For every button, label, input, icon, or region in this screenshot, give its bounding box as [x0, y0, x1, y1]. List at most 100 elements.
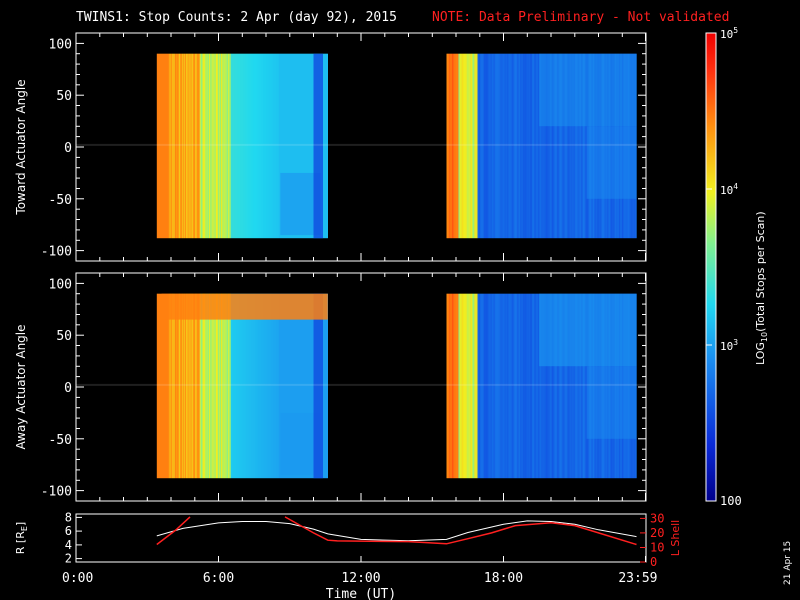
- heatmap-column: [193, 293, 195, 479]
- heatmap-column: [229, 53, 231, 239]
- heatmap-column: [191, 53, 193, 239]
- heatmap-column: [527, 293, 529, 479]
- heatmap-column: [560, 53, 562, 239]
- heatmap-column: [269, 293, 271, 479]
- heatmap-column: [506, 53, 508, 239]
- heatmap-column: [184, 293, 186, 479]
- heatmap-column: [461, 53, 463, 239]
- heatmap-column: [165, 293, 167, 479]
- heatmap-column: [230, 293, 232, 479]
- heatmap-column: [247, 293, 249, 479]
- heatmap-column: [292, 293, 294, 479]
- heatmap-column: [271, 293, 273, 479]
- y-tick-label: -100: [41, 485, 72, 500]
- heatmap-column: [326, 293, 328, 479]
- heatmap-column: [562, 53, 564, 239]
- heatmap-column: [272, 53, 274, 239]
- heatmap-column: [583, 293, 585, 479]
- chart-title: TWINS1: Stop Counts: 2 Apr (day 92), 201…: [76, 10, 397, 25]
- heatmap-column: [499, 53, 501, 239]
- heatmap-column: [463, 293, 465, 479]
- heatmap-column: [557, 53, 559, 239]
- heatmap-column: [262, 53, 264, 239]
- heatmap-column: [582, 293, 584, 479]
- heatmap-column: [518, 293, 520, 479]
- heatmap-column: [163, 293, 165, 479]
- heatmap-column: [524, 293, 526, 479]
- heatmap-column: [480, 53, 482, 239]
- heatmap-column: [452, 293, 454, 479]
- colorbar-tick-label: 105: [720, 26, 738, 41]
- heatmap-column: [564, 53, 566, 239]
- heatmap-column: [260, 293, 262, 479]
- heatmap-column: [301, 53, 303, 239]
- y-tick-label: 50: [56, 89, 72, 104]
- heatmap-column: [290, 53, 292, 239]
- heatmap-column: [182, 293, 184, 479]
- heatmap-column: [525, 53, 527, 239]
- heatmap-column: [297, 293, 299, 479]
- heatmap-column: [223, 53, 225, 239]
- heatmap-column: [244, 53, 246, 239]
- heatmap-column: [554, 293, 556, 479]
- heatmap-column: [489, 293, 491, 479]
- heatmap-column: [497, 293, 499, 479]
- heatmap-column: [308, 53, 310, 239]
- heatmap-column: [547, 53, 549, 239]
- heatmap-column: [265, 53, 267, 239]
- heatmap-column: [205, 293, 207, 479]
- heatmap-column: [241, 53, 243, 239]
- colorbar-tick-exp: 3: [733, 338, 738, 347]
- y-tick-label: 100: [49, 277, 72, 292]
- heatmap-column: [266, 293, 268, 479]
- heatmap-column: [178, 293, 180, 479]
- heatmap-column: [568, 293, 570, 479]
- heatmap-column: [473, 293, 475, 479]
- heatmap-column: [190, 293, 192, 479]
- heatmap-column: [518, 53, 520, 239]
- x-axis-label: Time (UT): [326, 587, 396, 600]
- heatmap-column: [484, 53, 486, 239]
- heatmap-column: [472, 293, 474, 479]
- heatmap-column: [572, 53, 574, 239]
- heatmap-column: [283, 53, 285, 239]
- heatmap-column: [565, 293, 567, 479]
- heatmap-column: [324, 53, 326, 239]
- heatmap-column: [488, 53, 490, 239]
- heatmap-mid-region: [586, 366, 637, 439]
- heatmap-column: [289, 53, 291, 239]
- heatmap-column: [250, 53, 252, 239]
- heatmap-column: [530, 53, 532, 239]
- heatmap-column: [203, 293, 205, 479]
- heatmap-column: [450, 53, 452, 239]
- heatmap-column: [577, 293, 579, 479]
- heatmap-column: [473, 53, 475, 239]
- heatmap-column: [288, 293, 290, 479]
- colorbar-tick-exp: 4: [733, 182, 738, 191]
- heatmap-column: [539, 293, 541, 479]
- heatmap-column: [561, 53, 563, 239]
- heatmap-column: [281, 293, 283, 479]
- heatmap-column: [273, 53, 275, 239]
- heatmap-column: [238, 293, 240, 479]
- heatmap-column: [526, 53, 528, 239]
- heatmap-column: [306, 293, 308, 479]
- heatmap-column: [169, 293, 171, 479]
- heatmap-column: [459, 293, 461, 479]
- heatmap-column: [206, 53, 208, 239]
- heatmap-column: [462, 53, 464, 239]
- heatmap-column: [324, 293, 326, 479]
- heatmap-column: [459, 53, 461, 239]
- away-y-axis-label: Away Actuator Angle: [14, 324, 28, 449]
- heatmap-column: [556, 53, 558, 239]
- heatmap-column: [323, 53, 325, 239]
- heatmap-column: [161, 53, 163, 239]
- heatmap-column: [520, 293, 522, 479]
- heatmap-column: [227, 293, 229, 479]
- heatmap-column: [311, 53, 313, 239]
- heatmap-column: [194, 53, 196, 239]
- heatmap-column: [228, 293, 230, 479]
- heatmap-column: [449, 53, 451, 239]
- heatmap-column: [496, 53, 498, 239]
